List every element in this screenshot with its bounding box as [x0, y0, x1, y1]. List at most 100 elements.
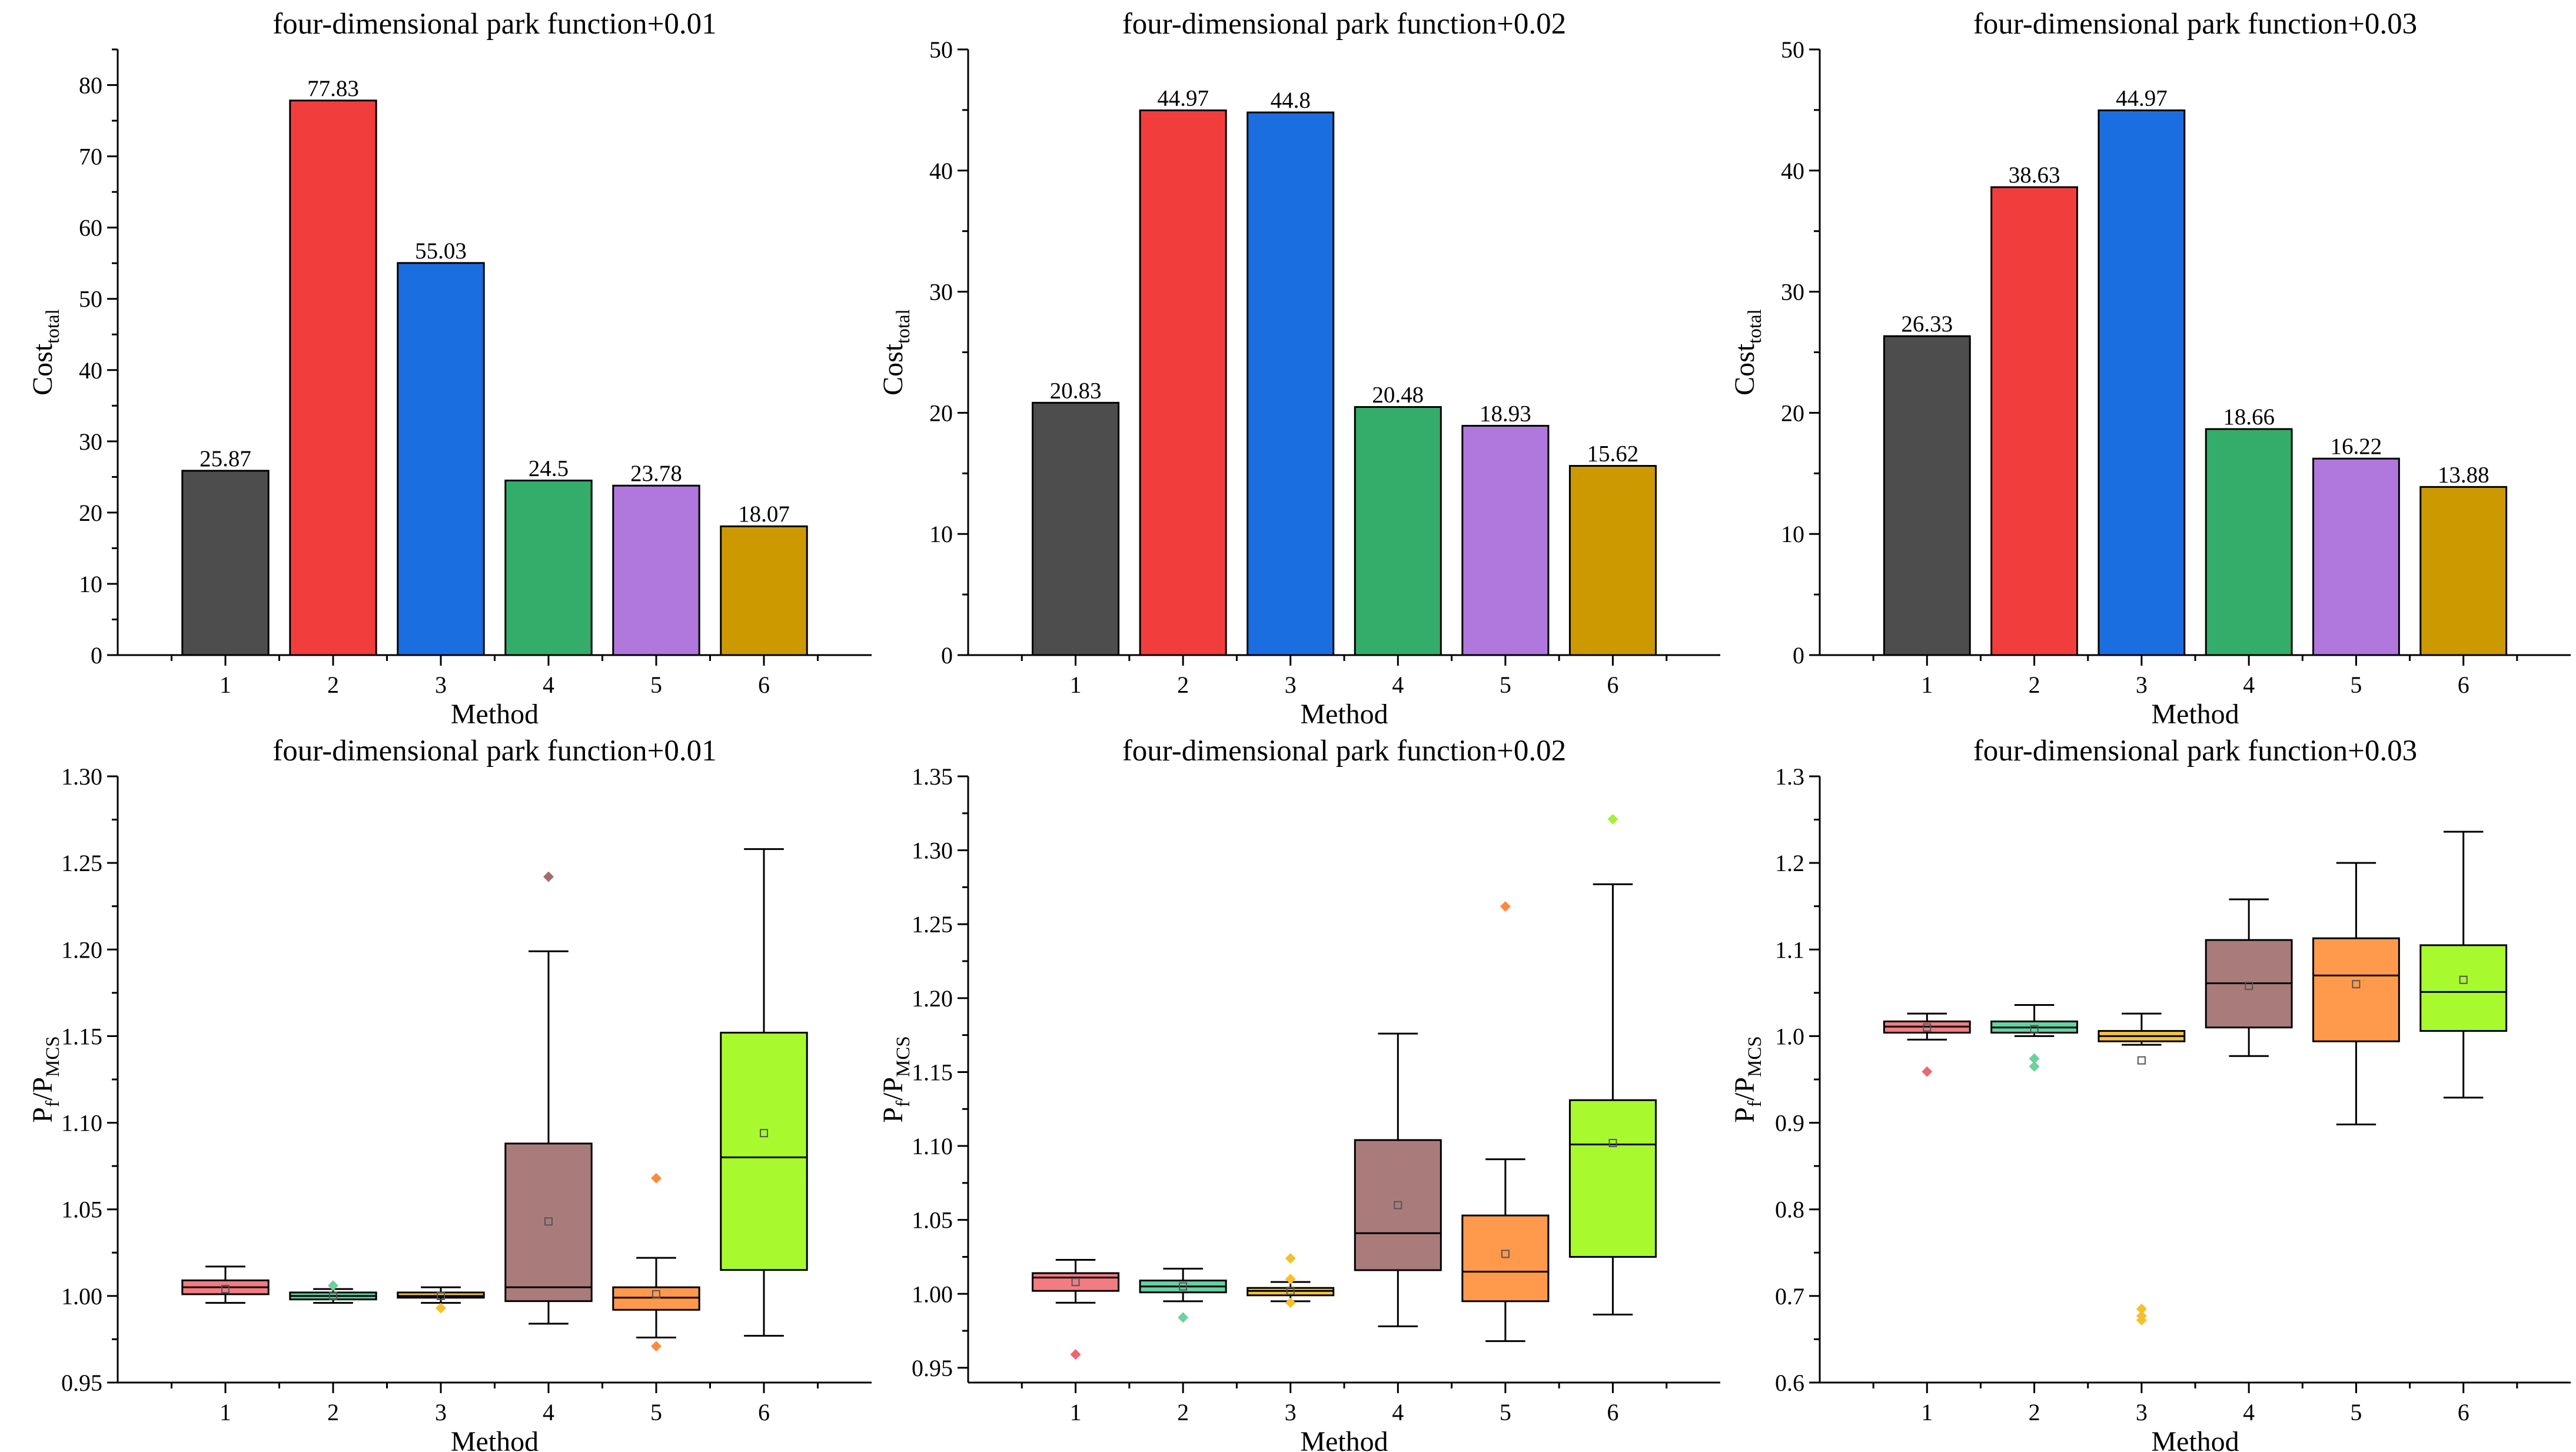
y-axis-label-main: P	[877, 1107, 909, 1123]
y-axis-label: Costtotal	[1729, 309, 1766, 396]
chart-title: four-dimensional park function+0.02	[1122, 8, 1566, 41]
mean-marker	[2030, 1025, 2039, 1034]
bar-value-label: 23.78	[630, 461, 682, 486]
box-method-2	[1990, 1004, 2078, 1072]
y-tick-label: 1.15	[61, 1023, 102, 1049]
x-tick-label: 3	[1285, 1399, 1297, 1426]
bar-method-2	[1990, 186, 2078, 656]
bar-value-label: 24.5	[529, 456, 569, 481]
x-axis-label: Method	[1300, 699, 1388, 730]
x-tick-label: 6	[2458, 672, 2469, 698]
x-tick-label: 3	[2136, 672, 2148, 698]
mean-marker	[1501, 1250, 1510, 1258]
x-tick-label: 3	[1285, 672, 1297, 698]
x-tick-label: 2	[1177, 1399, 1189, 1426]
outlier-marker	[2029, 1061, 2040, 1072]
bar-method-2	[1139, 109, 1227, 656]
x-tick-label: 6	[1607, 1399, 1618, 1426]
bar-method-3	[2098, 109, 2186, 656]
outlier-marker	[2029, 1053, 2040, 1064]
chart-title: four-dimensional park function+0.01	[272, 735, 716, 767]
x-axis-label: Method	[1300, 1426, 1388, 1452]
y-tick-label: 50	[79, 286, 102, 313]
mean-marker	[1071, 1278, 1080, 1287]
box-method-4	[504, 871, 593, 1325]
bar-method-4	[504, 479, 593, 656]
box-iqr	[1568, 1099, 1657, 1258]
bar-method-1	[1883, 335, 1971, 656]
y-tick-label: 1.25	[912, 911, 953, 938]
y-tick-label: 1.1	[1775, 936, 1804, 963]
y-axis-label-divider: /P	[1729, 1077, 1760, 1101]
y-axis-label-main: Cost	[877, 343, 909, 396]
box-method-1	[1883, 1012, 1971, 1077]
bar-method-6	[2419, 486, 2508, 656]
chart-title: four-dimensional park function+0.01	[272, 8, 716, 41]
y-axis-label: Costtotal	[27, 309, 64, 396]
mean-marker	[652, 1290, 660, 1298]
x-tick-label: 5	[1500, 672, 1511, 698]
mean-marker	[221, 1285, 230, 1294]
box-iqr	[1032, 1272, 1120, 1292]
chart-panel-1: four-dimensional park function+0.01 0 10 20…	[27, 8, 872, 730]
bar-value-label: 15.62	[1587, 441, 1639, 467]
x-tick-label: 2	[1177, 672, 1189, 698]
y-tick-label: 40	[79, 357, 102, 384]
x-tick-label: 5	[2350, 672, 2362, 698]
y-tick-label: 10	[79, 571, 102, 597]
outlier-marker	[1607, 813, 1618, 825]
x-tick-label: 5	[2350, 1399, 2362, 1426]
y-tick-label: 1.10	[912, 1133, 953, 1159]
y-tick-label: 1.2	[1775, 850, 1804, 876]
x-tick-label: 3	[435, 1399, 447, 1426]
x-tick-label: 4	[2243, 672, 2255, 698]
bar-method-6	[720, 525, 808, 656]
box-method-5	[612, 1172, 700, 1352]
outlier-marker	[651, 1172, 662, 1184]
y-tick-label: 1.20	[912, 985, 953, 1012]
y-tick-label: 1.25	[61, 850, 102, 876]
bar-method-5	[612, 484, 700, 656]
x-tick-label: 4	[1392, 1399, 1404, 1426]
outlier-marker	[543, 871, 554, 882]
bar-value-label: 20.48	[1372, 383, 1424, 408]
box-method-3	[397, 1286, 485, 1314]
box-method-4	[1354, 1032, 1442, 1328]
y-axis-label: Pf/PMCS	[27, 1036, 64, 1122]
x-tick-label: 4	[1392, 672, 1404, 698]
chart-panel-5: four-dimensional park function+0.02 0.95 1…	[877, 735, 1720, 1452]
chart-title: four-dimensional park function+0.02	[1122, 735, 1566, 767]
y-tick-label: 10	[929, 521, 953, 547]
mean-marker	[1923, 1023, 1932, 1032]
y-axis-label-main: P	[27, 1107, 58, 1123]
y-axis-label: Pf/PMCS	[1729, 1036, 1766, 1122]
x-tick-label: 5	[1500, 1399, 1511, 1426]
mean-marker	[329, 1291, 337, 1300]
bar-method-3	[397, 262, 485, 656]
bar-method-1	[181, 470, 270, 656]
y-axis-label-subscript: MCS	[42, 1036, 64, 1077]
y-tick-label: 1.20	[61, 936, 102, 963]
mean-marker	[1179, 1282, 1188, 1291]
x-tick-label: 4	[2243, 1399, 2255, 1426]
chart-panel-3: four-dimensional park function+0.03 0 10 20…	[1729, 8, 2571, 730]
box-method-1	[1032, 1258, 1120, 1360]
bar-value-label: 18.93	[1480, 401, 1531, 426]
x-tick-label: 1	[220, 1399, 231, 1426]
mean-marker	[2459, 975, 2468, 984]
y-tick-label: 1.35	[912, 763, 953, 790]
x-tick-label: 6	[2458, 1399, 2469, 1426]
bar-method-2	[289, 99, 377, 656]
y-tick-label: 1.30	[912, 838, 953, 864]
y-axis-label-divider: /P	[877, 1077, 909, 1101]
bar-value-label: 20.83	[1050, 378, 1102, 403]
y-tick-label: 1.3	[1775, 763, 1804, 790]
bar-value-label: 13.88	[2438, 462, 2489, 487]
chart-title: four-dimensional park function+0.03	[1973, 735, 2417, 767]
y-tick-label: 30	[1781, 279, 1804, 305]
y-axis-label-subscript: f	[42, 1101, 64, 1107]
box-method-1	[181, 1265, 270, 1304]
x-tick-label: 3	[2136, 1399, 2148, 1426]
outlier-marker	[1922, 1066, 1933, 1077]
